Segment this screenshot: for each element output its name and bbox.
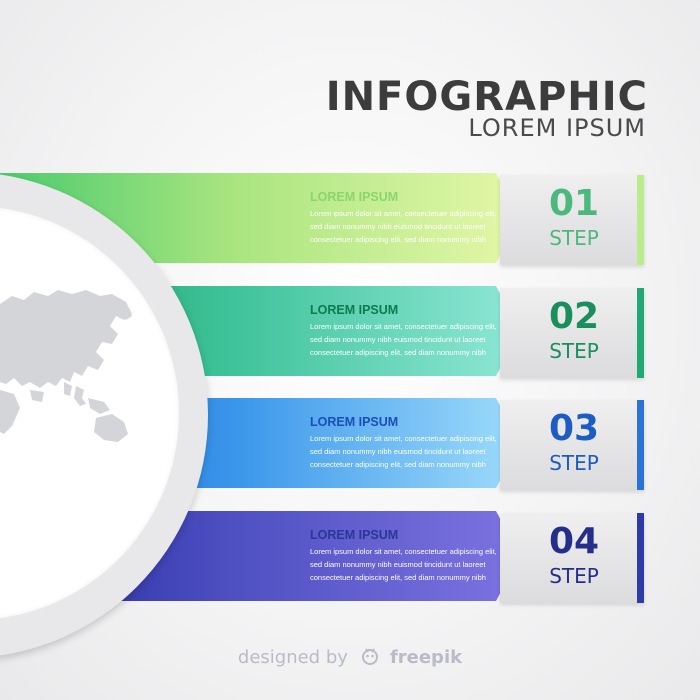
step-text-line: sed diam nonummy nibh euismod tincidunt …	[310, 335, 486, 344]
step-heading: LOREM IPSUM	[310, 190, 399, 204]
step-number: 03	[548, 408, 600, 449]
step-text-line: sed diam nonummy nibh euismod tincidunt …	[310, 447, 486, 456]
step-heading: LOREM IPSUM	[310, 528, 399, 542]
step-accent-bar	[637, 288, 644, 378]
attribution-brand: freepik	[389, 647, 463, 668]
step-accent-bar	[637, 513, 644, 603]
step-text-line: sed diam nonummy nibh euismod tincidunt …	[310, 560, 486, 569]
step-word: STEP	[549, 226, 599, 250]
step-text-line: consectetuer adipiscing elit, sed diam n…	[310, 460, 486, 469]
step-number-box: 03 STEP	[500, 400, 644, 490]
step-heading: LOREM IPSUM	[310, 415, 399, 429]
freepik-logo-icon	[359, 646, 381, 671]
step-word: STEP	[549, 339, 599, 363]
world-map-icon	[0, 290, 132, 442]
step-text-line: consectetuer adipiscing elit, sed diam n…	[310, 573, 486, 582]
step-word: STEP	[549, 564, 599, 588]
step-text-line: consectetuer adipiscing elit, sed diam n…	[310, 348, 486, 357]
step-text-line: consectetuer adipiscing elit, sed diam n…	[310, 235, 486, 244]
step-accent-bar	[637, 175, 644, 265]
attribution-footer: designed by freepik	[0, 646, 700, 671]
step-accent-bar	[637, 400, 644, 490]
attribution-prefix: designed by	[237, 647, 348, 668]
step-number-box: 02 STEP	[500, 288, 644, 378]
step-number: 02	[548, 296, 600, 337]
infographic-subtitle: LOREM IPSUM	[468, 114, 646, 142]
step-number-box: 04 STEP	[500, 513, 644, 603]
step-number: 04	[548, 521, 600, 562]
step-number-box: 01 STEP	[500, 175, 644, 265]
step-text-line: Lorem ipsum dolor sit amet, consectetuer…	[310, 209, 497, 218]
step-text-line: sed diam nonummy nibh euismod tincidunt …	[310, 222, 486, 231]
step-heading: LOREM IPSUM	[310, 303, 399, 317]
step-number: 01	[548, 183, 600, 224]
step-word: STEP	[549, 451, 599, 475]
step-text-line: Lorem ipsum dolor sit amet, consectetuer…	[310, 322, 497, 331]
infographic-title: INFOGRAPHIC	[325, 74, 648, 120]
step-text-line: Lorem ipsum dolor sit amet, consectetuer…	[310, 547, 497, 556]
step-text-line: Lorem ipsum dolor sit amet, consectetuer…	[310, 434, 497, 443]
